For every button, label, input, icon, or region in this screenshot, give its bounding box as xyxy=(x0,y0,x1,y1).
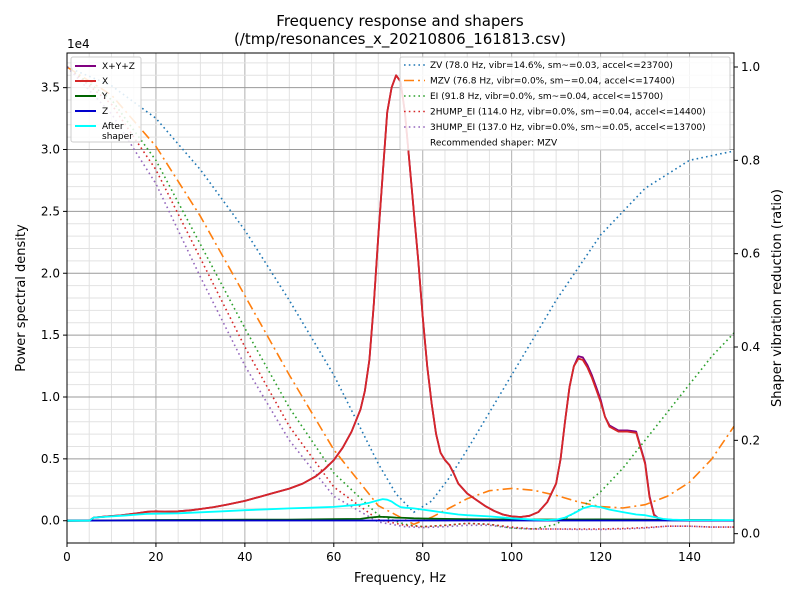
plot-frame xyxy=(66,52,735,544)
legend-psd-label: After shaper xyxy=(102,122,133,142)
x-tick-label: 60 xyxy=(326,550,341,564)
grid-lines xyxy=(66,53,735,543)
legend-psd-label: X+Y+Z xyxy=(102,62,135,72)
x-tick-label: 40 xyxy=(237,550,252,564)
y-axis-left: 0.0 0.5 1.0 1.5 2.0 2.5 3.0 3.5 xyxy=(41,81,67,528)
y-exponent-label: 1e4 xyxy=(67,37,90,51)
y-axis-label: Power spectral density xyxy=(14,224,29,372)
legend-shaper-label: 3HUMP_EI (137.0 Hz, vibr=0.0%, sm~=0.05,… xyxy=(430,123,706,133)
legend-psd: X+Y+Z XYZ After shaper xyxy=(70,56,142,143)
legend-psd-label: Z xyxy=(102,107,108,117)
x-axis-label: Frequency, Hz xyxy=(354,571,446,586)
shaper-line-3hump-ei xyxy=(67,66,734,531)
y2-tick-label: 0.4 xyxy=(741,340,760,354)
y2-tick-label: 0.8 xyxy=(741,153,760,167)
legend-psd-box xyxy=(70,56,142,143)
x-axis: 0 20 40 60 80 100 120 140 xyxy=(63,543,701,564)
legend-shaper-label: MZV (76.8 Hz, vibr=0.0%, sm~=0.04, accel… xyxy=(430,77,675,87)
y-axis-right: 0.0 0.2 0.4 0.6 0.8 1.0 xyxy=(734,60,760,541)
legend-shaper-label: ZV (78.0 Hz, vibr=14.6%, sm~=0.03, accel… xyxy=(430,61,673,71)
y-tick-label: 0.0 xyxy=(41,514,60,528)
y2-tick-label: 1.0 xyxy=(741,60,760,74)
shaper-line-2hump-ei xyxy=(67,66,734,530)
legend-shapers: ZV (78.0 Hz, vibr=14.6%, sm~=0.03, accel… xyxy=(399,56,731,151)
x-tick-label: 140 xyxy=(678,550,701,564)
x-tick-label: 0 xyxy=(63,550,71,564)
shaper-line-mzv xyxy=(67,66,734,526)
y-tick-label: 1.0 xyxy=(41,390,60,404)
y-tick-label: 3.5 xyxy=(41,81,60,95)
x-tick-label: 80 xyxy=(415,550,430,564)
psd-line-after-shaper xyxy=(67,498,734,522)
y2-tick-label: 0.2 xyxy=(741,433,760,447)
y-tick-label: 3.0 xyxy=(41,143,60,157)
chart-subtitle: (/tmp/resonances_x_20210806_161813.csv) xyxy=(234,30,566,49)
y-tick-label: 2.5 xyxy=(41,204,60,218)
y-tick-label: 1.5 xyxy=(41,328,60,342)
x-tick-label: 120 xyxy=(589,550,612,564)
recommended-shaper-text: Recommended shaper: MZV xyxy=(430,139,558,149)
plot-area xyxy=(67,66,734,531)
legend-shaper-label: EI (91.8 Hz, vibr=0.0%, sm~=0.04, accel<… xyxy=(430,92,663,102)
psd-line-x xyxy=(67,74,712,522)
legend-psd-label: X xyxy=(102,77,108,87)
legend-psd-label: Y xyxy=(101,92,108,102)
x-tick-label: 100 xyxy=(500,550,523,564)
x-tick-label: 20 xyxy=(148,550,163,564)
y2-tick-label: 0.0 xyxy=(741,527,760,541)
y2-tick-label: 0.6 xyxy=(741,247,760,261)
chart-title: Frequency response and shapers xyxy=(276,12,524,30)
legend-shapers-box xyxy=(399,56,731,151)
y-tick-label: 0.5 xyxy=(41,452,60,466)
y2-axis-label: Shaper vibration reduction (ratio) xyxy=(770,189,785,407)
y-tick-label: 2.0 xyxy=(41,266,60,280)
shaper-line-zv xyxy=(67,66,734,514)
legend-shaper-label: 2HUMP_EI (114.0 Hz, vibr=0.0%, sm~=0.04,… xyxy=(430,108,706,118)
